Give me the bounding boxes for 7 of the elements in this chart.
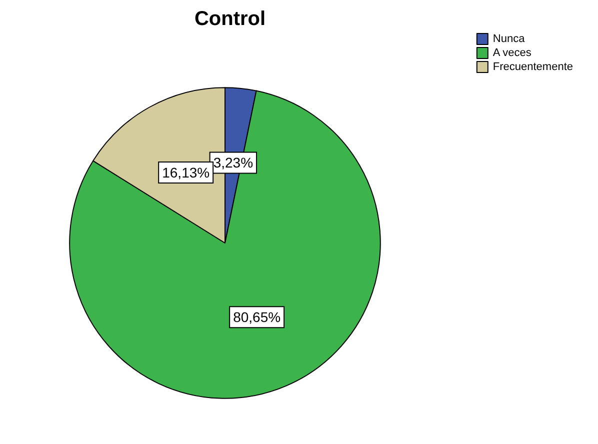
legend-label: Frecuentemente [492, 61, 574, 73]
data-label: 16,13% [162, 164, 210, 180]
chart-title: Control [194, 8, 266, 30]
legend-label: A veces [492, 47, 532, 59]
data-label: 3,23% [213, 154, 254, 171]
data-label: 80,65% [233, 309, 281, 326]
legend-label: Nunca [492, 33, 526, 45]
